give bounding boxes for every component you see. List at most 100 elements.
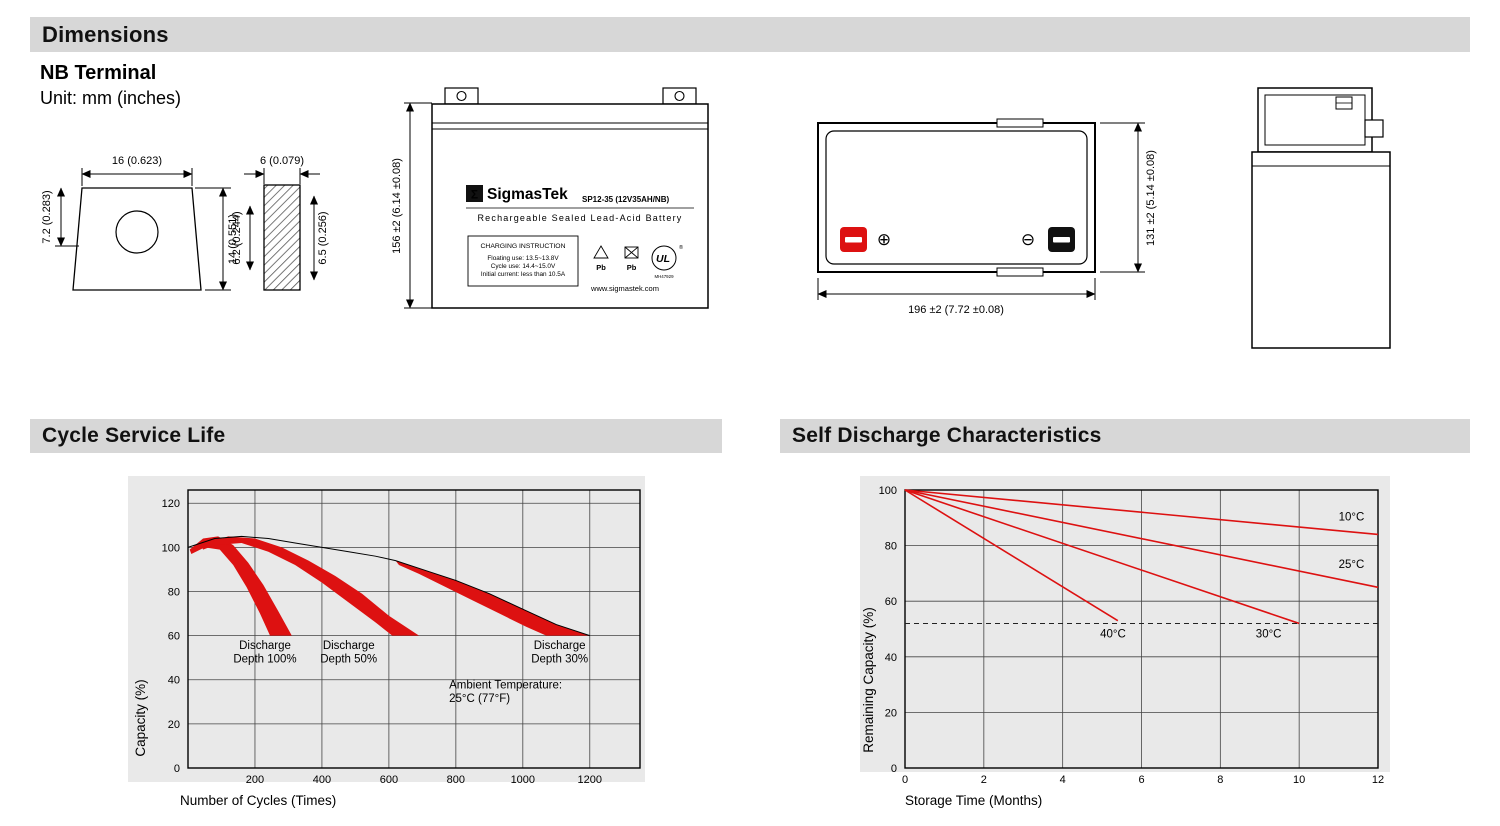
ul-registered-mark: ® xyxy=(679,244,683,251)
terminal-width-dim: 16 (0.623) xyxy=(112,155,162,167)
series-line xyxy=(904,489,1300,625)
pb-label-2: Pb xyxy=(627,263,637,272)
model-number: SP12-35 (12V35AH/NB) xyxy=(582,195,669,204)
self-discharge-chart: 0 2 4 6 8 10 12 0 20 40 60 80 100 10°C 25°C 30°C 40°C Sto… xyxy=(860,476,1390,808)
website: www.sigmastek.com xyxy=(590,284,659,293)
x-axis-title: Number of Cycles (Times) xyxy=(180,793,336,808)
positive-terminal-slot xyxy=(845,237,862,243)
handle-tab-bottom xyxy=(996,267,1044,277)
terminal-side-dim: 7.2 (0.283) xyxy=(41,190,53,243)
terminal-front-shape xyxy=(72,187,202,291)
chart-annotation: Discharge xyxy=(239,640,291,652)
y-tick-label: 40 xyxy=(168,675,180,687)
terminal-post-right xyxy=(674,90,685,102)
dimensions-section-header: Dimensions xyxy=(30,17,1470,52)
cycle-service-life-title: Cycle Service Life xyxy=(42,424,226,447)
battery-side-view-drawing xyxy=(1251,87,1391,349)
cycle-service-life-header: Cycle Service Life xyxy=(30,419,722,453)
chart-annotation: 25°C xyxy=(1339,559,1365,571)
y-tick-label: 60 xyxy=(168,631,180,643)
y-tick-label: 20 xyxy=(168,719,180,731)
no-trash-icon xyxy=(624,246,639,259)
x-tick-label: 12 xyxy=(1372,774,1384,786)
battery-width-dim: 196 ±2 (7.72 ±0.08) xyxy=(908,304,1004,316)
self-discharge-title: Self Discharge Characteristics xyxy=(792,424,1102,447)
series-line xyxy=(904,489,1379,536)
chart-annotation: Discharge xyxy=(323,640,375,652)
battery-front-view-drawing: 156 ±2 (6.14 ±0.08) Σ SigmasTek SP12-35 … xyxy=(392,87,709,309)
terminal-front-view-drawing: 16 (0.623) 7.2 (0.283) 14 (0.551) xyxy=(41,155,239,291)
terminal-section-shape xyxy=(263,184,301,291)
terminal-bolt-hole xyxy=(115,210,159,254)
charging-title: CHARGING INSTRUCTION xyxy=(481,243,566,250)
handle-tab-top xyxy=(996,118,1044,128)
terminal-height-dim: 14 (0.551) xyxy=(227,214,239,264)
chart-annotation: Depth 50% xyxy=(320,653,377,665)
battery-side-outline xyxy=(1251,87,1391,349)
series-line xyxy=(904,489,1119,622)
x-tick-label: 6 xyxy=(1138,774,1144,786)
y-tick-label: 80 xyxy=(885,541,897,553)
x-tick-label: 8 xyxy=(1217,774,1223,786)
x-tick-label: 600 xyxy=(380,774,398,786)
band-discharge-depth-50- xyxy=(201,536,420,636)
plot-border xyxy=(904,489,1379,769)
y-tick-label: 100 xyxy=(162,542,180,554)
chart-annotation: Discharge xyxy=(534,640,586,652)
x-tick-label: 1000 xyxy=(511,774,535,786)
chart-annotation: Ambient Temperature: xyxy=(449,680,562,692)
envelope-curve xyxy=(187,535,590,637)
battery-subtitle: Rechargeable Sealed Lead-Acid Battery xyxy=(477,213,682,223)
battery-front-dimension-lines xyxy=(404,102,432,309)
terminal-post-left xyxy=(456,90,467,102)
battery-depth-dim: 131 ±2 (5.14 ±0.08) xyxy=(1145,150,1157,246)
y-axis-title: Remaining Capacity (%) xyxy=(861,607,876,753)
y-tick-label: 40 xyxy=(885,652,897,664)
battery-height-dim: 156 ±2 (6.14 ±0.08) xyxy=(392,158,403,254)
battery-top-view-drawing: ⊕ ⊖ 196 ±2 (7.72 ±0.08) 131 ±2 (5.14 ±0.… xyxy=(817,118,1157,316)
x-tick-label: 2 xyxy=(981,774,987,786)
chart-annotation: Depth 30% xyxy=(531,653,588,665)
chart-background xyxy=(860,476,1390,772)
terminal-outer-dim: 6.5 (0.256) xyxy=(317,211,329,264)
battery-top-outline xyxy=(817,118,1096,277)
x-tick-label: 1200 xyxy=(578,774,602,786)
terminal-section-view-drawing: 6 (0.079) 6.2 (0.244) 6.5 (0.256) xyxy=(231,155,329,291)
band-discharge-depth-30- xyxy=(395,560,590,636)
brand-logo-glyph: Σ xyxy=(471,188,478,202)
self-discharge-header: Self Discharge Characteristics xyxy=(780,419,1470,453)
terminal-inner-dim: 6.2 (0.244) xyxy=(231,211,243,264)
x-tick-label: 0 xyxy=(902,774,908,786)
y-tick-label: 80 xyxy=(168,586,180,598)
x-tick-label: 400 xyxy=(313,774,331,786)
minus-symbol-icon: ⊖ xyxy=(1021,230,1035,249)
chart-annotation: 40°C xyxy=(1100,628,1126,640)
ul-logo-icon xyxy=(651,245,677,271)
chart-annotation: 25°C (77°F) xyxy=(449,693,510,705)
x-tick-label: 4 xyxy=(1060,774,1066,786)
chart-annotation: Depth 100% xyxy=(233,653,296,665)
recycle-icon xyxy=(593,245,609,259)
y-tick-label: 0 xyxy=(891,763,897,775)
charging-line-2: Cycle use: 14.4~15.0V xyxy=(491,263,556,270)
brand-logo-icon xyxy=(466,185,483,202)
band-discharge-depth-100- xyxy=(189,536,292,636)
x-tick-label: 200 xyxy=(246,774,264,786)
charging-line-3: Initial current: less than 10.5A xyxy=(481,271,566,278)
plus-symbol-icon: ⊕ xyxy=(877,230,891,249)
charging-line-1: Floating use: 13.5~13.8V xyxy=(487,255,559,262)
x-axis-title: Storage Time (Months) xyxy=(905,793,1042,808)
plot-border xyxy=(187,489,641,769)
chart-annotation: 10°C xyxy=(1339,512,1365,524)
y-tick-label: 20 xyxy=(885,707,897,719)
negative-terminal-slot xyxy=(1053,237,1070,243)
terminal-thickness-dim: 6 (0.079) xyxy=(260,155,304,167)
terminal-front-dimension-lines xyxy=(55,168,231,291)
y-tick-label: 120 xyxy=(162,498,180,510)
series-line xyxy=(904,489,1379,589)
x-tick-label: 10 xyxy=(1293,774,1305,786)
terminal-section-dimension-lines xyxy=(244,168,320,281)
dimensions-title: Dimensions xyxy=(42,22,169,47)
x-tick-label: 800 xyxy=(447,774,465,786)
